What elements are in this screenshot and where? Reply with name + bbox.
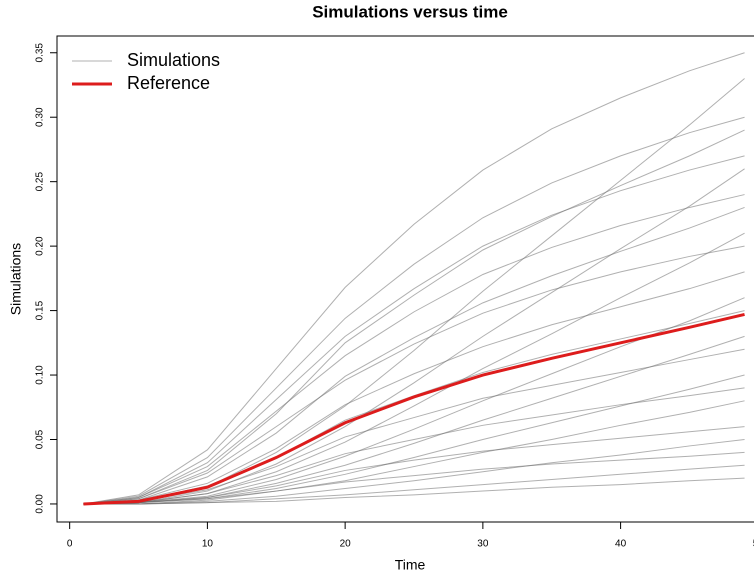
x-tick-label: 20 (340, 539, 352, 550)
simulation-line (83, 232, 745, 505)
simulation-line (83, 155, 745, 505)
x-tick-label: 50 (753, 539, 754, 550)
simulation-line (83, 335, 745, 505)
simulation-line (83, 116, 745, 505)
y-tick-label: 0.00 (35, 494, 46, 514)
x-tick-label: 0 (67, 539, 73, 550)
y-tick-label: 0.05 (35, 429, 46, 449)
simulation-line (83, 400, 745, 505)
y-tick-label: 0.20 (35, 236, 46, 256)
legend-label: Reference (127, 73, 210, 93)
plot-box (56, 35, 754, 523)
simulation-line (83, 438, 745, 505)
y-axis-label: Simulations (8, 243, 24, 315)
x-tick-label: 30 (477, 539, 489, 550)
simulation-line (83, 297, 745, 505)
y-tick-label: 0.30 (35, 107, 46, 127)
x-tick-label: 40 (615, 539, 627, 550)
x-axis-label: Time (395, 557, 426, 573)
y-tick-label: 0.35 (35, 43, 46, 63)
x-tick-label: 10 (202, 539, 214, 550)
simulation-line (83, 374, 745, 505)
simulation-line (83, 387, 745, 505)
simulation-line (83, 271, 745, 505)
simulation-line (83, 52, 745, 505)
simulation-line (83, 348, 745, 505)
simulation-line (83, 129, 745, 505)
legend-label: Simulations (127, 50, 220, 70)
y-tick-label: 0.25 (35, 172, 46, 192)
simulation-line (83, 194, 745, 505)
reference-line (83, 312, 745, 506)
y-tick-label: 0.10 (35, 365, 46, 385)
simulation-line (83, 168, 745, 505)
simulation-line (83, 245, 745, 505)
chart-title: Simulations versus time (312, 2, 508, 21)
simulation-line (83, 78, 745, 505)
simulation-line (83, 477, 745, 505)
simulation-line (83, 206, 745, 505)
y-tick-label: 0.15 (35, 300, 46, 320)
